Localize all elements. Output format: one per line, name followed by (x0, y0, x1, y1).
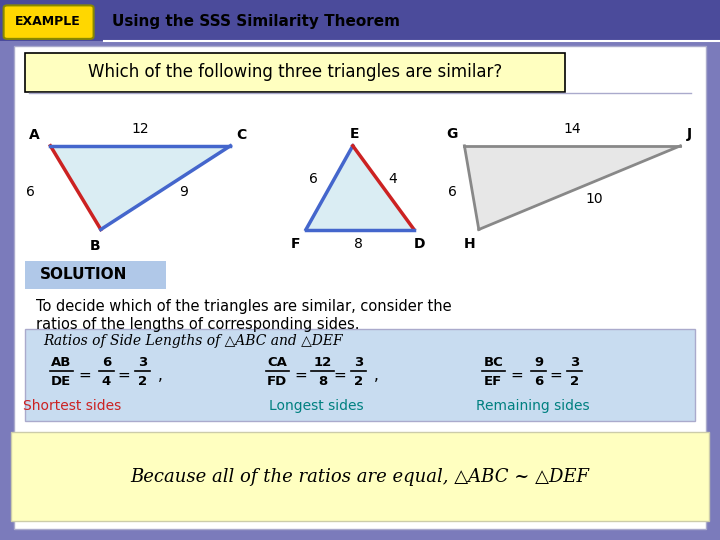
Text: 9: 9 (179, 185, 188, 199)
FancyBboxPatch shape (25, 329, 695, 421)
FancyBboxPatch shape (14, 46, 706, 529)
Text: =: = (78, 368, 91, 383)
Text: FD: FD (267, 375, 287, 388)
Polygon shape (50, 146, 230, 230)
Text: AB: AB (51, 356, 71, 369)
Text: =: = (510, 368, 523, 383)
Text: SOLUTION: SOLUTION (40, 267, 127, 282)
Text: F: F (290, 237, 300, 251)
Text: 12: 12 (132, 122, 149, 136)
Text: =: = (333, 368, 346, 383)
Text: ,: , (158, 368, 162, 383)
Text: DE: DE (51, 375, 71, 388)
Text: 6: 6 (448, 185, 456, 199)
Text: 2: 2 (354, 375, 363, 388)
Text: ,: , (374, 368, 378, 383)
Text: E: E (349, 127, 359, 141)
Text: 8: 8 (318, 375, 327, 388)
Text: Longest sides: Longest sides (269, 399, 364, 413)
Text: 9: 9 (534, 356, 543, 369)
Text: Which of the following three triangles are similar?: Which of the following three triangles a… (88, 63, 503, 81)
FancyBboxPatch shape (0, 0, 720, 40)
Text: =: = (117, 368, 130, 383)
Text: =: = (549, 368, 562, 383)
Text: J: J (687, 127, 693, 141)
FancyBboxPatch shape (11, 432, 709, 521)
Text: BC: BC (483, 356, 503, 369)
Text: Ratios of Side Lengths of △ABC and △DEF: Ratios of Side Lengths of △ABC and △DEF (43, 334, 343, 348)
FancyBboxPatch shape (25, 261, 166, 289)
Text: 14: 14 (564, 122, 581, 136)
Text: B: B (90, 239, 100, 253)
Text: 10: 10 (585, 192, 603, 206)
FancyBboxPatch shape (25, 53, 565, 92)
Text: EXAMPLE: EXAMPLE (15, 15, 81, 28)
Text: 12: 12 (313, 356, 332, 369)
Text: Using the SSS Similarity Theorem: Using the SSS Similarity Theorem (112, 14, 400, 29)
Text: 2: 2 (138, 375, 147, 388)
Text: A: A (30, 128, 40, 142)
Text: 3: 3 (138, 356, 147, 369)
Text: D: D (413, 237, 425, 251)
Text: =: = (294, 368, 307, 383)
Text: 6: 6 (309, 172, 318, 186)
Text: EF: EF (484, 375, 503, 388)
Text: CA: CA (267, 356, 287, 369)
Text: 4: 4 (102, 375, 111, 388)
Polygon shape (306, 146, 414, 230)
Text: 3: 3 (354, 356, 363, 369)
Text: 2: 2 (570, 375, 579, 388)
Polygon shape (464, 146, 680, 230)
Text: 6: 6 (102, 356, 111, 369)
Text: H: H (464, 237, 475, 251)
Text: Because all of the ratios are equal, △ABC ~ △DEF: Because all of the ratios are equal, △AB… (130, 468, 590, 486)
Text: C: C (236, 128, 246, 142)
Text: 4: 4 (388, 172, 397, 186)
Text: 3: 3 (570, 356, 579, 369)
Text: 6: 6 (534, 375, 543, 388)
FancyBboxPatch shape (4, 5, 94, 39)
Text: To decide which of the triangles are similar, consider the: To decide which of the triangles are sim… (36, 299, 451, 314)
Text: ratios of the lengths of corresponding sides.: ratios of the lengths of corresponding s… (36, 316, 359, 332)
Text: G: G (446, 127, 458, 141)
Text: Remaining sides: Remaining sides (476, 399, 590, 413)
Text: 6: 6 (26, 185, 35, 199)
Text: Shortest sides: Shortest sides (23, 399, 121, 413)
Text: 8: 8 (354, 237, 363, 251)
